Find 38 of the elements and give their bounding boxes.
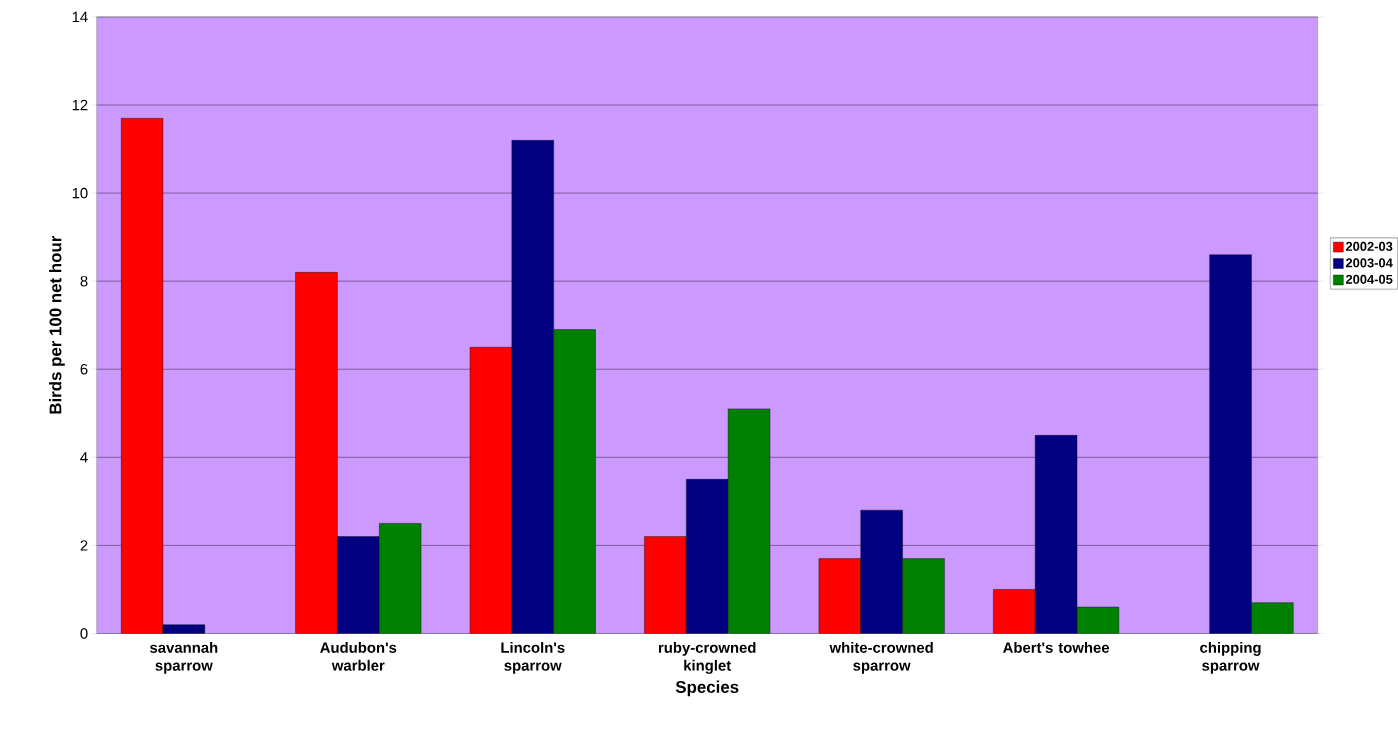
y-tick-label: 10 <box>72 187 88 199</box>
y-tick-label: 4 <box>80 452 88 463</box>
y-tick-label: 2 <box>80 540 88 551</box>
bar <box>902 558 945 634</box>
bar <box>295 272 338 634</box>
y-tick-label: 0 <box>80 628 88 639</box>
bar <box>553 329 596 634</box>
x-tick-label: Lincoln's sparrow <box>501 641 565 674</box>
bar <box>1076 606 1120 634</box>
x-axis-title: Species <box>675 680 739 697</box>
legend-label: 2004-05 <box>1345 274 1393 284</box>
legend-label: 2003-04 <box>1345 258 1393 268</box>
legend-label: 2002-03 <box>1345 241 1393 251</box>
y-tick-label: 14 <box>72 11 88 23</box>
bar <box>1209 254 1252 634</box>
bar <box>818 558 861 634</box>
x-tick-label: Abert's towhee <box>1003 641 1110 653</box>
bar <box>1034 435 1078 634</box>
x-tick-label: Audubon's warbler <box>320 641 397 671</box>
y-tick-label: 6 <box>80 363 88 375</box>
bar <box>993 589 1036 634</box>
bar <box>727 408 771 634</box>
bar <box>860 509 903 634</box>
x-tick-label: ruby-crowned kinglet <box>658 641 756 674</box>
bar <box>469 347 513 634</box>
bar <box>1251 602 1294 634</box>
bar <box>644 536 687 634</box>
y-tick-label: 12 <box>72 99 88 111</box>
x-tick-label: savannah sparrow <box>150 641 218 674</box>
x-tick-label: chipping sparrow <box>1200 641 1261 674</box>
y-axis-title: Birds per 100 net hour <box>49 235 65 414</box>
bar <box>379 523 422 634</box>
bar <box>511 140 554 634</box>
y-tick-label: 8 <box>80 275 88 287</box>
bar <box>686 479 729 634</box>
x-tick-label: white-crowned sparrow <box>829 641 933 674</box>
bar <box>337 536 380 634</box>
bar <box>120 118 164 634</box>
